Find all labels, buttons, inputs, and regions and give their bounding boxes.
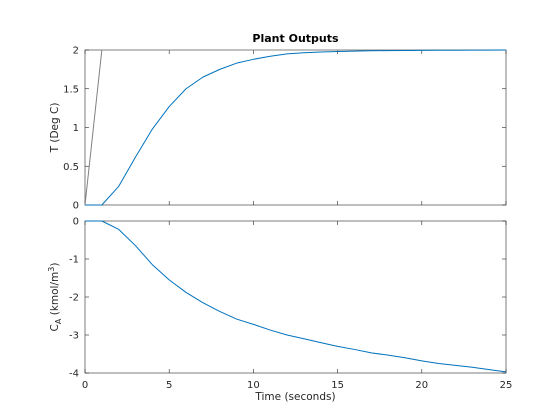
bottom-series-line-0: [85, 220, 507, 373]
bottom-y-axis-label: CA (kmol/m3): [47, 263, 63, 332]
bottom-ticks: 0 5 10 15 20 25 -4 -3 -2 -1 0: [69, 217, 512, 392]
bottom-x-tick-label: 0: [82, 380, 88, 391]
chart-title: Plant Outputs: [252, 32, 339, 45]
bottom-y-tick-label: 0: [73, 217, 79, 228]
bottom-series-group: [85, 220, 507, 373]
top-series-line-1: [85, 49, 507, 206]
bottom-plot-area: [84, 220, 507, 374]
ylabel-subscript: A: [54, 318, 63, 324]
top-y-tick-label: 0: [73, 201, 79, 212]
bottom-x-tick-label: 25: [500, 380, 513, 391]
bottom-x-tick-label: 15: [331, 380, 344, 391]
bottom-y-tick-label: -1: [69, 255, 79, 266]
top-y-tick-label: 1: [73, 123, 79, 134]
ylabel-main: C: [49, 324, 61, 331]
ylabel-end: ): [49, 263, 61, 267]
bottom-axes: CA (kmol/m3) Time (seconds) 0 5 10 15 20 25 -4…: [47, 217, 512, 404]
top-axes: Plant Outputs T (Deg C) 0 0.5 1 1.5 2: [49, 32, 507, 212]
top-series-group: [84, 49, 507, 206]
bottom-x-tick-label: 10: [247, 380, 260, 391]
x-axis-label: Time (seconds): [254, 391, 335, 403]
top-plot-area: [84, 49, 507, 206]
ylabel-rest: (kmol/m: [49, 272, 61, 319]
bottom-y-tick-label: -3: [69, 331, 79, 342]
ylabel-superscript: 3: [47, 267, 56, 272]
bottom-y-tick-label: -4: [69, 369, 79, 380]
top-y-tick-label: 2: [73, 46, 79, 57]
top-y-axis-label: T (Deg C): [49, 103, 61, 154]
top-y-tick-label: 0.5: [63, 162, 79, 173]
top-series-line-0: [84, 49, 506, 206]
bottom-x-tick-label: 5: [166, 380, 172, 391]
bottom-y-tick-label: -2: [69, 293, 79, 304]
bottom-x-tick-label: 20: [415, 380, 428, 391]
top-y-tick-label: 1.5: [63, 84, 79, 95]
